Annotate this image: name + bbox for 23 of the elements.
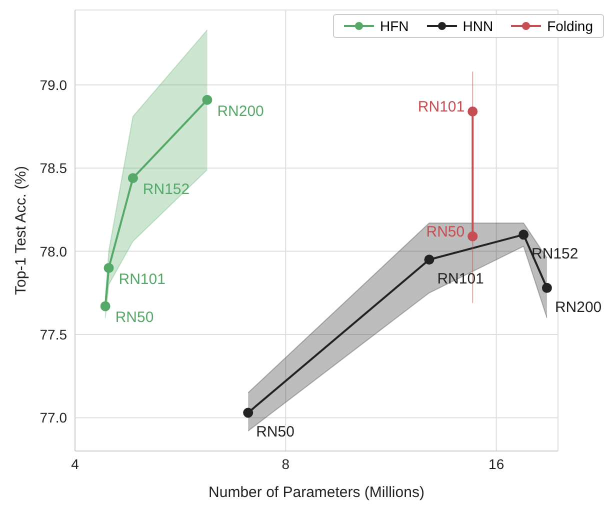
x-tick-label: 4 (71, 456, 80, 472)
data-label: RN101 (418, 98, 465, 116)
data-label: RN200 (217, 102, 264, 120)
legend-label: HNN (462, 18, 494, 34)
data-label: RN101 (437, 270, 484, 288)
y-axis-title: Top-1 Test Acc. (%) (12, 166, 30, 295)
legend-label: HFN (380, 18, 409, 34)
y-tick-label: 77.0 (40, 410, 68, 426)
y-tick-label: 78.0 (40, 243, 68, 260)
legend-label: Folding (547, 18, 593, 34)
data-label: RN101 (118, 270, 166, 288)
x-axis-title: Number of Parameters (Millions) (208, 484, 424, 501)
data-label: RN50 (256, 424, 294, 441)
y-tick-label: 77.5 (40, 326, 68, 342)
y-tick-label: 78.5 (40, 160, 68, 176)
data-label: RN50 (426, 223, 465, 240)
x-tick-label: 16 (488, 456, 504, 472)
x-tick-label: 8 (282, 456, 290, 472)
data-label: RN152 (532, 246, 578, 263)
data-label: RN50 (115, 309, 154, 326)
data-label: RN200 (554, 298, 602, 316)
data-label: RN152 (142, 181, 190, 198)
y-tick-label: 79.0 (40, 76, 68, 93)
